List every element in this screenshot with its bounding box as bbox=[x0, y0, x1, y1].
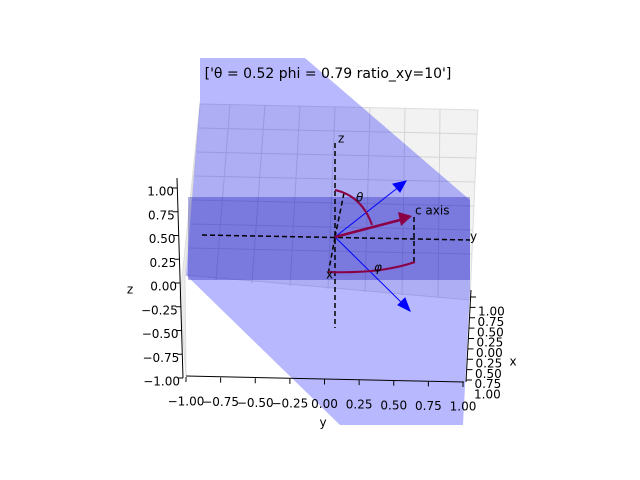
plane bbox=[186, 58, 470, 425]
z-label: z bbox=[127, 283, 133, 297]
y-tick-label: −0.25 bbox=[271, 396, 308, 410]
x-tick-label: 0.50 bbox=[475, 367, 502, 381]
x-tick-label: 0.75 bbox=[478, 315, 505, 329]
x-axis-label: x bbox=[326, 268, 333, 282]
z-axis-label: z bbox=[338, 132, 344, 146]
z-tick-label: −0.75 bbox=[142, 351, 179, 365]
x-tick-label: 0.00 bbox=[476, 346, 503, 360]
z-tick-label: −0.50 bbox=[142, 327, 179, 341]
dashed-axes bbox=[201, 143, 471, 328]
y-tick-label: 0.50 bbox=[380, 398, 407, 412]
chart-title: ['θ = 0.52 phi = 0.79 ratio_xy=10'] bbox=[205, 66, 452, 82]
arcs bbox=[327, 189, 416, 274]
z-tick-label: 0.75 bbox=[148, 208, 175, 222]
plane-band bbox=[188, 197, 470, 280]
basis-arrows bbox=[334, 180, 411, 313]
z-tick-label: 0.50 bbox=[149, 232, 176, 246]
x-tick-label: 0.25 bbox=[477, 336, 504, 350]
x-tick-label: 1.00 bbox=[478, 305, 505, 319]
y-axis-label: y bbox=[470, 230, 477, 244]
x-tick-label: 0.75 bbox=[475, 377, 502, 391]
y-tick-label: −0.50 bbox=[237, 396, 274, 410]
y-tick-label: −1.00 bbox=[168, 395, 205, 409]
phi-label: φ bbox=[374, 261, 382, 275]
y-tick-label: 0.00 bbox=[311, 397, 338, 411]
theta-label: θ bbox=[356, 191, 364, 205]
z-tick-label: 0.25 bbox=[150, 256, 177, 270]
x-label: x bbox=[509, 355, 516, 369]
y-label: y bbox=[319, 416, 326, 430]
y-tick-label: 0.75 bbox=[415, 399, 442, 413]
c-axis-label: c axis bbox=[415, 204, 449, 218]
axis-lines bbox=[176, 177, 472, 383]
z-tick-label: −1.00 bbox=[143, 375, 180, 389]
x-tick-label: 0.50 bbox=[477, 325, 504, 339]
y-tick-label: 0.25 bbox=[346, 398, 373, 412]
x-tick-label: 0.25 bbox=[476, 356, 503, 370]
c-axis-head bbox=[398, 212, 412, 226]
z-tick-label: 0.00 bbox=[150, 280, 177, 294]
y-tick-label: −0.75 bbox=[202, 395, 239, 409]
z-tick-label: 1.00 bbox=[147, 185, 174, 199]
y-tick-label: 1.00 bbox=[450, 400, 477, 414]
z-tick-label: −0.25 bbox=[141, 303, 178, 317]
x-tick-label: 1.00 bbox=[474, 388, 501, 402]
